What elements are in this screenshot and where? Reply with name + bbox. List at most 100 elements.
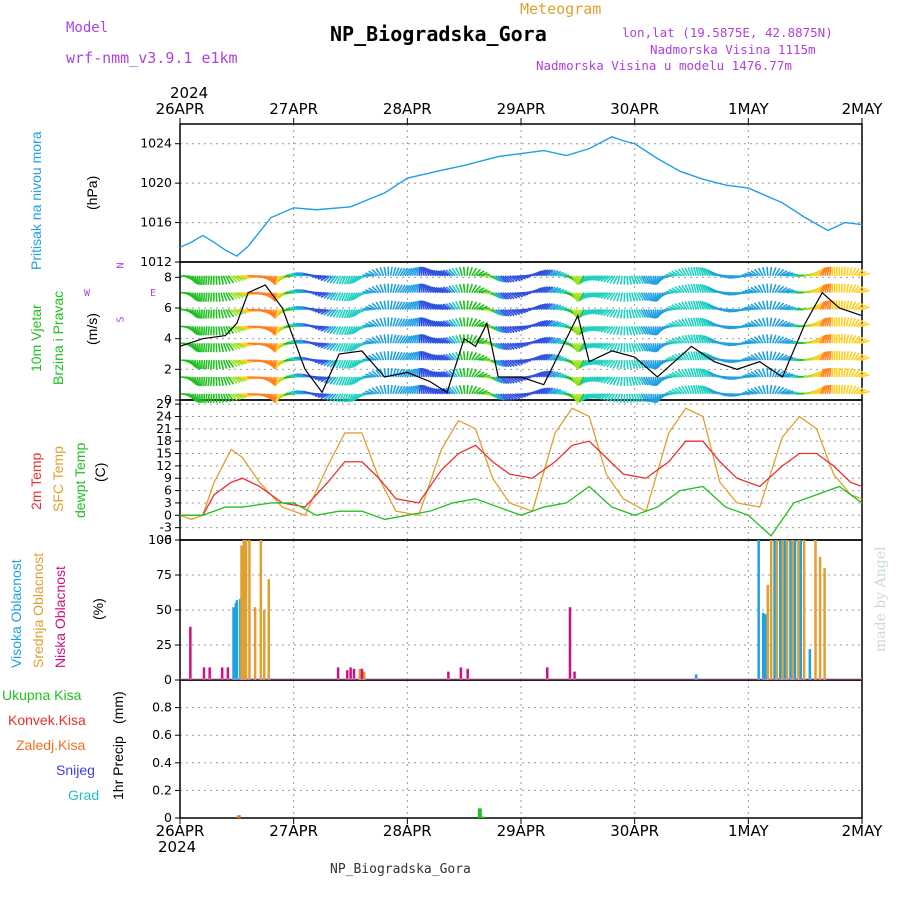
wind-arrow	[317, 308, 327, 314]
wind-arrow	[421, 300, 425, 310]
wind-arrow	[665, 358, 675, 361]
wind-arrow	[642, 359, 649, 369]
wind-arrow	[422, 368, 428, 378]
wind-arrow	[645, 359, 651, 369]
wind-arrow	[742, 290, 752, 294]
wind-arrow	[222, 309, 228, 319]
wind-arrow	[232, 359, 241, 367]
wind-arrow	[476, 354, 485, 361]
wind-arrow	[320, 308, 329, 315]
x-tick-label-top: 2MAY	[842, 100, 884, 118]
wind-arrow	[230, 275, 238, 283]
wind-arrow	[401, 318, 409, 327]
wind-arrow	[665, 375, 675, 378]
wind-arrow	[433, 354, 442, 361]
wind-arrow	[476, 320, 485, 328]
wind-arrow	[458, 334, 464, 344]
wind-arrow	[692, 334, 697, 344]
wind-arrow	[684, 301, 690, 310]
wind-arrow	[665, 290, 675, 294]
wind-arrow	[587, 275, 597, 282]
wind-arrow	[684, 351, 690, 361]
wind-arrow	[542, 370, 551, 378]
wind-arrow	[314, 359, 324, 364]
low-cloud-bar	[336, 667, 340, 680]
wind-arrow	[317, 342, 327, 348]
wind-arrow	[205, 275, 208, 285]
wind-arrow	[497, 342, 505, 351]
y-tick-label: 0	[164, 810, 172, 825]
mid-cloud-bar	[253, 607, 257, 680]
wind-arrow	[612, 326, 619, 335]
wind-arrow	[389, 351, 393, 361]
wind-arrow	[829, 266, 832, 276]
wind-arrow	[750, 371, 759, 378]
wind-arrow	[706, 268, 714, 277]
wind-arrow	[429, 285, 437, 294]
wind-arrow	[351, 342, 358, 352]
wind-arrow	[235, 291, 244, 298]
wind-arrow	[697, 300, 702, 310]
wind-arrow	[606, 359, 614, 368]
wind-arrow	[824, 317, 829, 327]
wind-arrow	[507, 342, 515, 350]
wind-arrow	[690, 300, 695, 310]
wind-arrow	[422, 334, 428, 344]
wind-arrow	[581, 393, 590, 401]
wind-arrow	[642, 309, 649, 318]
wind-arrow	[448, 302, 456, 311]
wind-arrow	[237, 308, 247, 314]
wind-arrow	[217, 326, 221, 336]
wind-arrow	[343, 309, 349, 319]
wind-arrow	[492, 376, 501, 384]
wind-arrow	[535, 286, 544, 294]
wind-arrow	[757, 301, 764, 310]
wind-arrow	[684, 267, 690, 277]
wind-arrow	[365, 322, 375, 328]
wind-arrow	[581, 275, 590, 283]
wind-arrow	[744, 390, 754, 395]
wind-arrow	[499, 359, 508, 368]
wind-arrow	[671, 388, 680, 395]
wind-arrow	[850, 301, 857, 310]
wind-arrow	[576, 326, 579, 336]
wind-arrow	[455, 334, 461, 344]
wind-arrow	[210, 393, 213, 403]
wind-arrow	[502, 376, 510, 385]
wind-arrow	[650, 275, 654, 285]
wind-arrow	[383, 334, 387, 344]
wind-arrow	[466, 351, 469, 361]
wind-arrow	[665, 341, 675, 345]
wind-arrow	[704, 369, 712, 378]
model-elevation-label: Nadmorska Visina u modelu 1476.77m	[536, 58, 792, 73]
wind-arrow	[371, 353, 380, 361]
wind-arrow	[642, 376, 649, 386]
high-cloud-bar	[799, 540, 802, 680]
wind-arrow	[744, 306, 754, 311]
wind-arrow	[516, 359, 526, 364]
wind-arrow	[779, 269, 788, 277]
wind-arrow	[499, 325, 508, 334]
wind-arrow	[824, 283, 829, 293]
wind-arrow	[476, 388, 485, 395]
wind-arrow	[379, 351, 385, 361]
wind-arrow	[843, 334, 846, 344]
wind-arrow	[323, 308, 332, 316]
wind-arrow	[540, 387, 549, 395]
wind-arrow	[399, 267, 406, 277]
wind-arrow	[704, 318, 712, 327]
wind-arrow	[750, 388, 759, 395]
wind-arrow	[191, 292, 198, 302]
y-tick-label: 6	[164, 483, 172, 498]
wind-arrow	[603, 342, 611, 351]
wind-arrow	[845, 351, 850, 361]
wind-arrow	[555, 305, 564, 311]
wind-arrow	[590, 308, 599, 315]
wind-arrow	[312, 291, 322, 295]
wind-arrow	[509, 393, 518, 401]
wind-arrow	[217, 393, 221, 403]
wind-arrow	[293, 373, 303, 378]
wind-arrow	[843, 266, 846, 276]
legend-zaledj: Zaledj.Kisa	[16, 737, 86, 753]
wind-arrow	[478, 390, 488, 395]
